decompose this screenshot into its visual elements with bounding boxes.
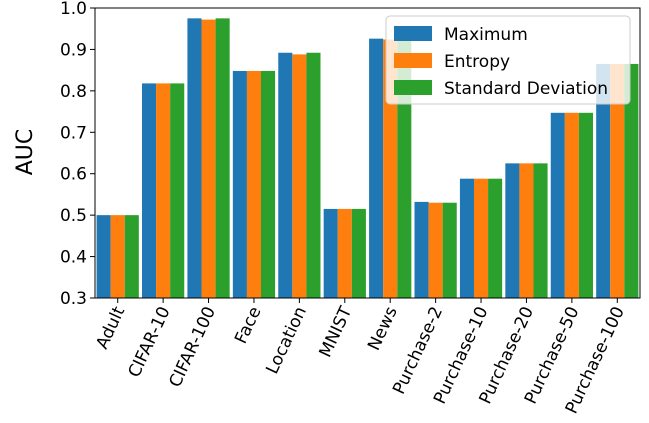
y-tick-label: 1.0	[60, 0, 87, 19]
bar-entropy-purchase-100	[610, 63, 625, 299]
bar-maximum-news	[369, 38, 384, 298]
bar-maximum-cifar-10	[142, 83, 157, 299]
y-tick-label: 0.5	[60, 206, 87, 226]
y-tick-label: 0.7	[60, 123, 87, 143]
bar-standard-deviation-cifar-100	[215, 18, 230, 299]
bar-standard-deviation-purchase-10	[488, 178, 503, 298]
legend-swatch	[394, 53, 432, 68]
plot-frame	[94, 7, 641, 299]
bar-standard-deviation-purchase-100	[624, 63, 639, 299]
bar-entropy-location	[292, 54, 307, 299]
bar-entropy-mnist	[337, 208, 352, 298]
bar-maximum-mnist	[323, 208, 338, 298]
x-tick-label: CIFAR-100	[165, 304, 220, 391]
legend-entry: Maximum	[444, 25, 528, 45]
bars-group	[96, 18, 639, 299]
legend-box	[385, 15, 631, 105]
bar-standard-deviation-mnist	[351, 208, 366, 298]
bar-standard-deviation-purchase-50	[578, 112, 593, 298]
bar-maximum-face	[232, 70, 247, 298]
bar-entropy-purchase-20	[519, 163, 534, 298]
bar-entropy-purchase-50	[564, 112, 579, 298]
bar-entropy-purchase-10	[474, 178, 489, 298]
bar-maximum-cifar-100	[187, 18, 202, 299]
y-tick-label: 0.3	[60, 289, 87, 309]
bar-maximum-adult	[96, 215, 111, 298]
y-axis-label: AUC	[13, 129, 38, 176]
bar-maximum-purchase-20	[505, 163, 520, 298]
bar-standard-deviation-purchase-2	[442, 202, 457, 298]
bar-entropy-cifar-100	[201, 19, 216, 298]
bar-maximum-purchase-2	[414, 201, 429, 298]
x-tick-label: Face	[231, 304, 265, 347]
legend-swatch	[394, 26, 432, 41]
y-tick-label: 0.6	[60, 165, 87, 185]
bar-standard-deviation-face	[261, 70, 276, 298]
y-tick-label: 0.9	[60, 40, 87, 60]
x-tick-label: Adult	[92, 303, 129, 352]
bar-maximum-purchase-50	[550, 112, 565, 298]
bar-standard-deviation-location	[306, 52, 321, 298]
x-tick-label: News	[364, 304, 402, 354]
y-tick-label: 0.8	[60, 82, 87, 102]
bar-standard-deviation-purchase-20	[533, 163, 548, 298]
y-tick-label: 0.4	[60, 248, 87, 268]
legend-entry: Entropy	[444, 52, 510, 72]
bar-maximum-location	[278, 52, 293, 298]
bar-maximum-purchase-10	[459, 178, 474, 298]
legend-entry: Standard Deviation	[444, 79, 608, 99]
legend: Maximum Entropy Standard Deviation	[385, 15, 631, 105]
bar-entropy-adult	[110, 215, 125, 298]
bar-entropy-purchase-2	[428, 202, 443, 298]
bar-entropy-face	[246, 70, 261, 298]
bar-maximum-purchase-100	[596, 63, 611, 299]
legend-swatch	[394, 80, 432, 95]
x-tick-label: MNIST	[316, 303, 357, 361]
x-tick-label: Location	[262, 304, 311, 378]
bar-standard-deviation-adult	[124, 215, 139, 298]
bar-entropy-cifar-10	[156, 83, 171, 299]
bar-standard-deviation-cifar-10	[170, 83, 185, 299]
x-tick-label: CIFAR-10	[125, 304, 175, 381]
